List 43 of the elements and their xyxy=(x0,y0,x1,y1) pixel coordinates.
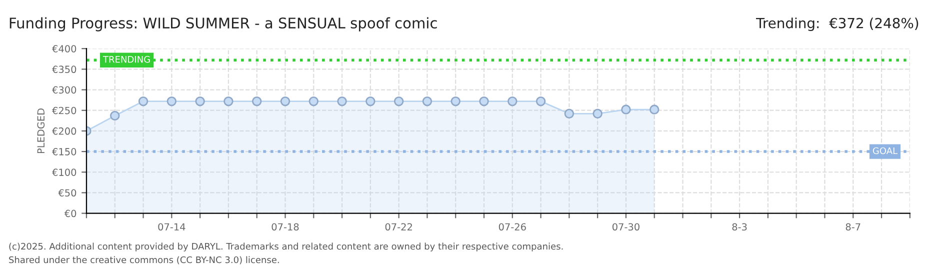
x-tick-label: 07-18 xyxy=(272,223,299,231)
ref-line-label: TRENDING xyxy=(102,56,150,63)
point xyxy=(479,96,489,106)
point xyxy=(450,96,460,106)
x-tick-label: 8-7 xyxy=(846,223,860,231)
text: Shared under the creative commons (CC BY-NC 3.0) license. xyxy=(9,256,279,264)
point xyxy=(224,96,234,106)
point xyxy=(110,110,120,121)
y-axis-title: PLEDGED xyxy=(37,108,45,154)
x-tick-label: 07-30 xyxy=(612,223,640,231)
point xyxy=(621,104,631,114)
point xyxy=(337,96,347,106)
x-tick-label: 07-14 xyxy=(158,223,186,231)
text: (c)2025. Additional content provided by DARYL. Trademarks and related content are owned by their respective companies. xyxy=(9,242,563,252)
point xyxy=(592,108,602,119)
point xyxy=(564,108,574,119)
y-tick-label: €50 xyxy=(58,189,76,197)
point xyxy=(280,96,290,106)
point xyxy=(252,96,262,106)
point xyxy=(195,96,205,106)
y-tick-label: €100 xyxy=(52,168,76,176)
point xyxy=(308,96,318,106)
x-tick-label: 07-26 xyxy=(498,223,526,231)
point xyxy=(508,96,518,106)
point xyxy=(166,96,177,106)
chart-subtitle: Trending: €372 (248%) xyxy=(756,18,918,32)
y-tick-label: €200 xyxy=(52,127,76,135)
y-tick-label: €150 xyxy=(52,148,76,156)
y-tick-label: €300 xyxy=(52,86,76,94)
y-tick-label: €350 xyxy=(52,66,76,74)
point xyxy=(650,104,660,114)
point xyxy=(394,96,404,106)
x-tick-label: 8-3 xyxy=(732,223,747,231)
ref-line-label: GOAL xyxy=(872,147,898,154)
chart-title: Funding Progress: WILD SUMMER - a SENSUAL spoof comic xyxy=(10,17,437,32)
x-tick-label: 07-22 xyxy=(385,223,412,231)
y-tick-label: €250 xyxy=(52,106,76,114)
point xyxy=(536,96,546,106)
point xyxy=(366,96,376,106)
y-tick-label: €0 xyxy=(64,210,76,218)
point xyxy=(422,96,432,106)
y-tick-label: €400 xyxy=(52,45,76,52)
point xyxy=(138,96,148,106)
